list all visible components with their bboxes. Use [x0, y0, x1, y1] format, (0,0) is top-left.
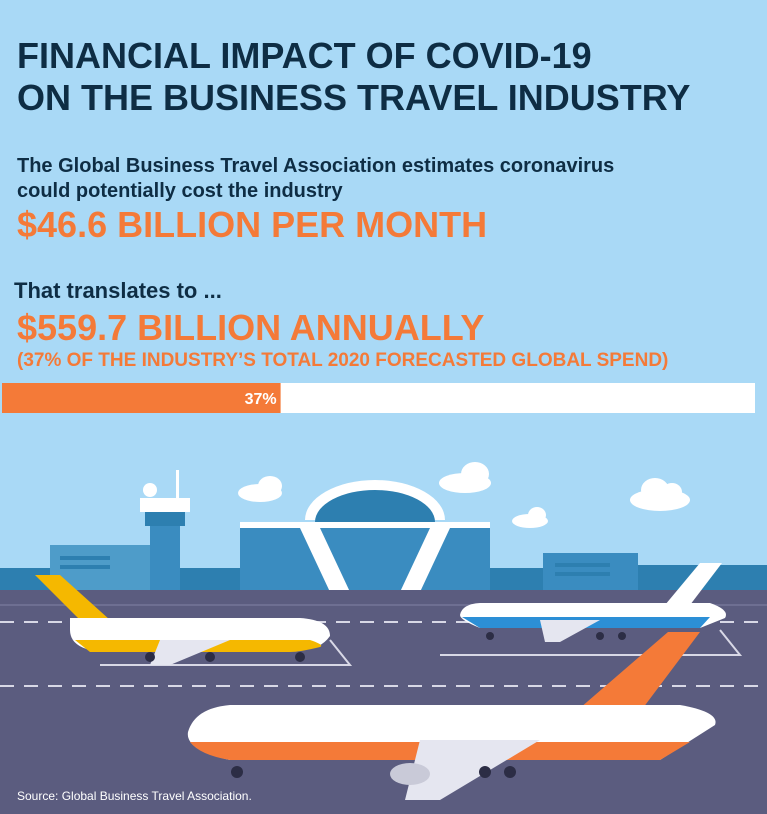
plane [460, 563, 726, 642]
clouds [238, 462, 690, 528]
title-line: FINANCIAL IMPACT OF COVID-19 [17, 35, 592, 76]
taxi-lines [100, 629, 743, 666]
annual-note: (37% OF THE INDUSTRY’S TOTAL 2020 FORECA… [17, 350, 668, 371]
bar-label: 37% [245, 391, 277, 408]
bar [2, 383, 281, 413]
intro-line: The Global Business Travel Association e… [17, 155, 614, 177]
intro-line: could potentially cost the industry [17, 180, 343, 202]
plane [35, 575, 330, 665]
annual-cost: $559.7 BILLION ANNUALLY [17, 307, 484, 348]
tarmac-stripe [0, 604, 767, 606]
title-line: ON THE BUSINESS TRAVEL INDUSTRY [17, 77, 690, 118]
source: Source: Global Business Travel Associati… [17, 789, 252, 803]
monthly-cost: $46.6 BILLION PER MONTH [17, 204, 487, 245]
plane [187, 632, 716, 800]
annual-lead: That translates to ... [14, 278, 222, 303]
